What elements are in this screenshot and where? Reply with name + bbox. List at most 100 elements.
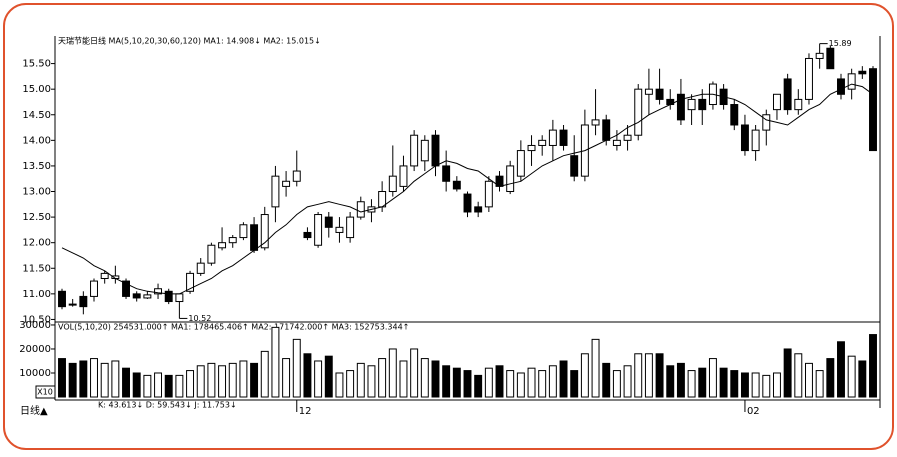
volume-bar — [196, 365, 205, 398]
candle-body — [591, 119, 600, 126]
candle-body — [58, 290, 66, 308]
candle-body — [751, 129, 760, 152]
volume-bar — [431, 360, 440, 398]
volume-bar — [260, 350, 269, 398]
y-tick-label: 20000 — [19, 344, 51, 355]
period-button[interactable]: 日线▲ — [20, 404, 48, 417]
candle-body — [858, 70, 867, 75]
candle-body — [740, 124, 749, 152]
volume-bar — [378, 358, 387, 398]
y-tick-label: 30000 — [19, 320, 51, 331]
volume-title: VOL(5,10,20) 254531.000↑ MA1: 178465.406… — [58, 323, 409, 332]
candle-body — [644, 88, 653, 95]
volume-bar — [164, 374, 173, 398]
volume-bar — [132, 372, 141, 398]
candle-body — [634, 88, 643, 136]
volume-bar — [68, 362, 77, 398]
candle-body — [847, 73, 856, 90]
candle-body — [122, 280, 130, 297]
candle-body — [420, 139, 429, 162]
volume-bar — [580, 353, 589, 398]
candle-body — [260, 214, 269, 249]
volume-bar — [100, 362, 109, 398]
volume-bar — [175, 374, 184, 398]
y-tick-label: 12.50 — [22, 212, 51, 223]
volume-bar — [538, 370, 547, 398]
volume-bar — [335, 372, 344, 398]
volume-bar — [869, 334, 877, 398]
volume-bar — [548, 365, 557, 398]
candle-body — [826, 47, 835, 70]
candle-body — [431, 134, 440, 167]
candle-body — [90, 280, 98, 297]
volume-bar — [314, 360, 323, 398]
volume-bar — [772, 372, 781, 398]
candle-body — [772, 93, 781, 111]
candle-body — [527, 144, 536, 152]
volume-bar — [420, 358, 429, 398]
volume-bar — [740, 372, 749, 398]
candle-body — [506, 165, 515, 193]
candle-body — [175, 293, 184, 303]
candle-body — [484, 180, 493, 208]
candle-body — [762, 114, 771, 131]
candle-body — [730, 104, 739, 126]
candle-body — [559, 129, 568, 146]
volume-bar — [346, 370, 355, 398]
volume-bar — [122, 367, 130, 398]
candle-body — [570, 155, 579, 177]
candle-body — [239, 224, 248, 239]
volume-bar — [495, 365, 504, 398]
volume-bar — [452, 367, 461, 398]
candle-body — [324, 216, 333, 228]
volume-bar — [837, 341, 845, 398]
volume-unit: X10 — [37, 388, 53, 397]
candle-body — [207, 244, 216, 264]
ma-line — [61, 83, 874, 295]
candle-body — [794, 98, 803, 111]
y-tick-label: 13.50 — [22, 161, 51, 172]
volume-bar — [719, 367, 728, 398]
candle-body — [335, 226, 344, 233]
candle-body — [805, 57, 813, 100]
candle-body — [314, 214, 323, 246]
candle-body — [516, 150, 525, 177]
volume-bar — [186, 370, 195, 398]
candle-body — [154, 288, 163, 295]
volume-bar — [463, 370, 472, 398]
candle-body — [303, 231, 312, 239]
volume-bar — [516, 372, 525, 398]
volume-bar — [356, 362, 365, 398]
y-tick-label: 10.50 — [22, 314, 51, 325]
volume-bar — [634, 353, 643, 398]
y-tick-label: 13.00 — [22, 187, 51, 198]
indicator: K: 43.613↓ D: 59.543↓ J: 11.753↓ — [98, 401, 237, 410]
volume-bar — [591, 338, 600, 398]
volume-bar — [143, 374, 152, 398]
volume-bar — [805, 362, 813, 398]
candle-body — [474, 206, 483, 213]
volume-bar — [410, 348, 419, 398]
volume-bar — [367, 365, 376, 398]
volume-bar — [282, 358, 291, 398]
volume-bar — [708, 358, 717, 398]
candle-body — [292, 170, 301, 182]
y-tick-label: 11.00 — [22, 289, 51, 300]
candle-body — [186, 272, 195, 292]
candle-body — [100, 272, 109, 280]
volume-bar — [228, 362, 237, 398]
volume-bar — [506, 370, 515, 398]
y-tick-label: 11.50 — [22, 263, 51, 274]
candle-body — [602, 119, 611, 141]
x-tick-label: 02 — [747, 406, 760, 417]
volume-bar — [762, 374, 771, 398]
candle-body — [687, 98, 696, 111]
candle-body — [282, 180, 291, 187]
volume-bar — [612, 370, 621, 398]
frame — [3, 3, 894, 450]
y-tick-label: 12.00 — [22, 238, 51, 249]
candle-body — [676, 93, 685, 121]
candle-body — [623, 134, 632, 141]
candle-body — [452, 180, 461, 190]
volume-bar — [442, 365, 451, 398]
